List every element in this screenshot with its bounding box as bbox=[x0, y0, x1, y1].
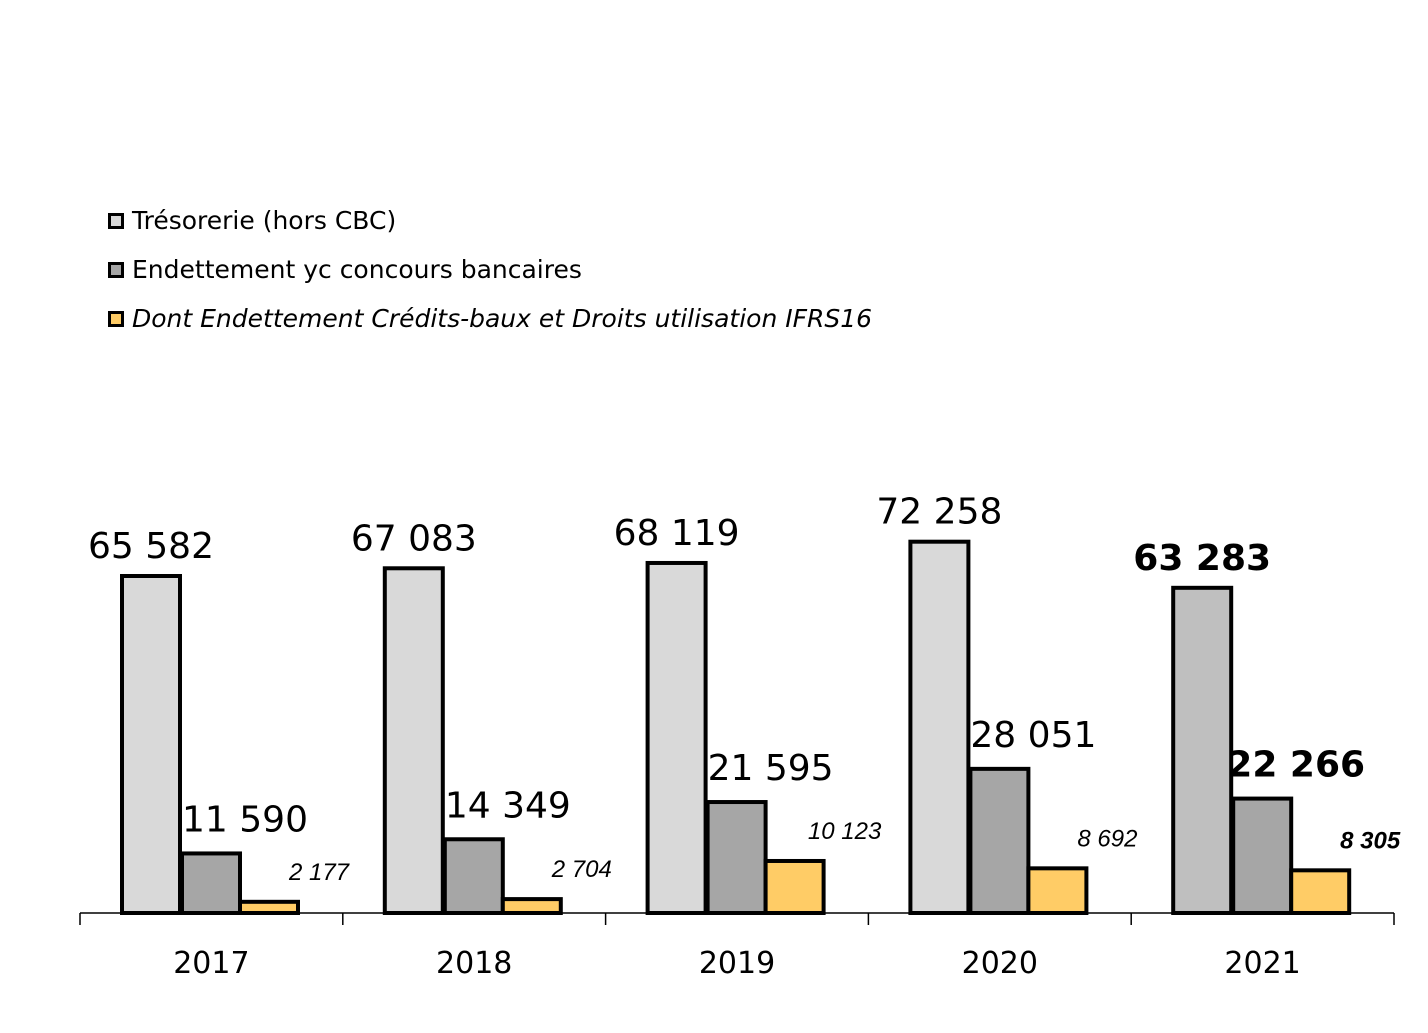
legend-swatch-credits-baux bbox=[108, 310, 124, 327]
data-label-credits-baux-2021: 8 305 bbox=[1340, 827, 1401, 854]
x-tick-label-2019: 2019 bbox=[699, 946, 775, 981]
x-tick-label-2017: 2017 bbox=[173, 946, 249, 981]
bar-endettement-2018 bbox=[442, 837, 505, 916]
legend-item-endettement: Endettement yc concours bancaires bbox=[108, 245, 872, 294]
data-label-credits-baux-2017: 2 177 bbox=[288, 859, 351, 886]
bar-credits-baux-2017 bbox=[238, 899, 300, 915]
data-label-endettement-2018: 14 349 bbox=[445, 785, 571, 826]
x-tick-label-2021: 2021 bbox=[1224, 946, 1300, 981]
bar-endettement-2021 bbox=[1231, 796, 1294, 915]
bar-credits-baux-2018 bbox=[500, 897, 563, 916]
legend-item-credits-baux: Dont Endettement Crédits-baux et Droits … bbox=[108, 294, 872, 343]
data-label-credits-baux-2019: 10 123 bbox=[808, 818, 882, 845]
data-label-tresorerie-2021: 63 283 bbox=[1133, 538, 1271, 579]
bar-endettement-2017 bbox=[180, 851, 242, 915]
legend-label-tresorerie: Trésorerie (hors CBC) bbox=[132, 206, 397, 235]
legend-swatch-endettement bbox=[108, 261, 124, 278]
data-label-tresorerie-2017: 65 582 bbox=[88, 526, 214, 567]
data-label-credits-baux-2020: 8 692 bbox=[1077, 825, 1137, 852]
bar-tresorerie-2020 bbox=[908, 539, 971, 916]
bar-tresorerie-2018 bbox=[382, 566, 445, 915]
data-label-endettement-2019: 21 595 bbox=[708, 748, 834, 789]
legend-label-credits-baux: Dont Endettement Crédits-baux et Droits … bbox=[132, 304, 873, 333]
legend-label-endettement: Endettement yc concours bancaires bbox=[132, 255, 582, 284]
data-label-tresorerie-2019: 68 119 bbox=[614, 513, 740, 554]
data-label-tresorerie-2018: 67 083 bbox=[351, 518, 477, 559]
bar-credits-baux-2021 bbox=[1289, 868, 1352, 916]
bar-tresorerie-2017 bbox=[120, 574, 182, 915]
legend-swatch-tresorerie bbox=[108, 212, 124, 229]
data-label-tresorerie-2020: 72 258 bbox=[876, 492, 1002, 533]
x-tick-label-2018: 2018 bbox=[436, 946, 512, 981]
bar-tresorerie-2021 bbox=[1171, 585, 1234, 915]
data-label-endettement-2017: 11 590 bbox=[182, 799, 308, 840]
bar-tresorerie-2019 bbox=[645, 560, 708, 916]
data-label-endettement-2021: 22 266 bbox=[1227, 745, 1365, 786]
legend: Trésorerie (hors CBC) Endettement yc con… bbox=[108, 196, 872, 343]
data-label-credits-baux-2018: 2 704 bbox=[551, 856, 612, 883]
x-tick-label-2020: 2020 bbox=[962, 946, 1038, 981]
legend-item-tresorerie: Trésorerie (hors CBC) bbox=[108, 196, 872, 245]
bar-credits-baux-2020 bbox=[1026, 866, 1089, 916]
bar-credits-baux-2019 bbox=[763, 858, 826, 915]
bar-endettement-2020 bbox=[968, 766, 1031, 915]
data-label-endettement-2020: 28 051 bbox=[970, 715, 1096, 756]
bar-endettement-2019 bbox=[705, 800, 768, 915]
